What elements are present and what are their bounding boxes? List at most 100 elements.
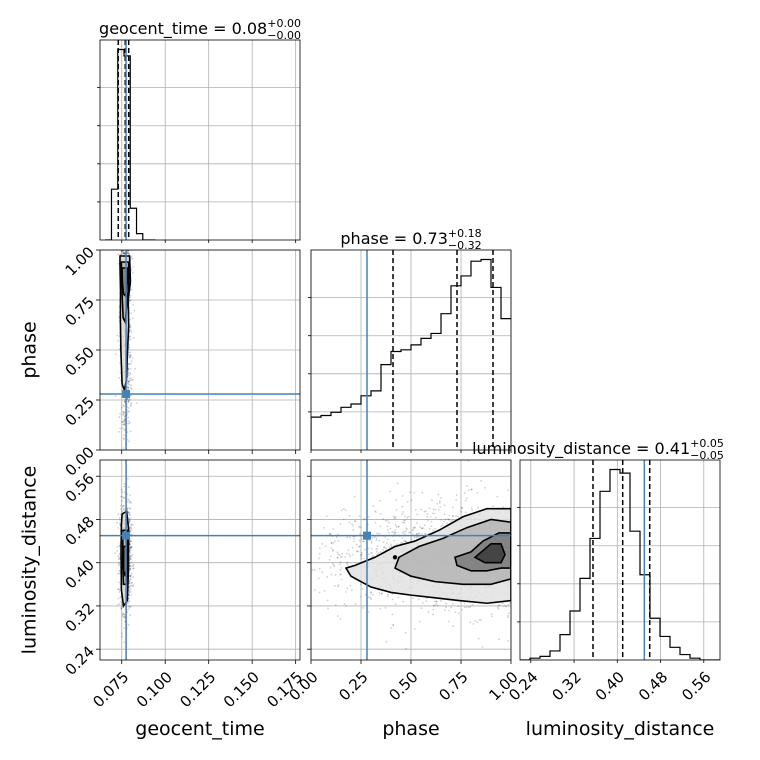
sample-point (363, 557, 365, 560)
sample-point (507, 604, 510, 606)
tick-label-x-luminosity_distance: 0.48 (635, 668, 671, 704)
sample-point (415, 533, 418, 536)
sample-point (117, 597, 120, 600)
sample-point (388, 546, 391, 548)
sample-point (318, 552, 321, 555)
sample-point (410, 499, 413, 502)
sample-point (127, 420, 130, 423)
sample-point (127, 605, 130, 608)
sample-point (426, 519, 429, 522)
sample-point (352, 529, 355, 532)
sample-point (122, 411, 125, 414)
sample-point (514, 575, 516, 577)
sample-point (421, 491, 424, 494)
sample-point (374, 510, 377, 513)
panel-frame (99, 39, 301, 241)
sample-point (517, 572, 519, 574)
sample-point (391, 613, 394, 616)
sample-point (370, 547, 373, 550)
sample-point (337, 553, 339, 556)
sample-point (122, 420, 125, 423)
sample-point (129, 494, 132, 497)
sample-point (318, 557, 320, 560)
sample-point (127, 386, 130, 389)
sample-point (402, 600, 405, 603)
sample-point (129, 507, 131, 510)
hist-panel-geocent_time: geocent_time = 0.08+0.00−0.00 (97, 17, 301, 243)
sample-point (378, 539, 380, 542)
sample-point (342, 508, 345, 510)
sample-point (513, 628, 515, 630)
sample-point (425, 600, 428, 602)
sample-point (324, 545, 327, 548)
sample-point (382, 548, 385, 551)
sample-point (132, 303, 134, 306)
sample-point (129, 575, 132, 577)
sample-point (496, 606, 499, 609)
sample-point (122, 438, 125, 441)
sample-point (460, 506, 463, 509)
sample-point (359, 595, 362, 598)
sample-point (128, 356, 131, 359)
sample-point (498, 604, 501, 607)
sample-point (127, 477, 129, 480)
sample-point (128, 519, 131, 521)
sample-point (436, 604, 439, 607)
sample-point (129, 614, 132, 617)
sample-point (353, 540, 356, 543)
sample-point (387, 595, 389, 598)
sample-point (344, 556, 347, 559)
histogram-step-luminosity_distance (520, 468, 720, 660)
sample-point (367, 515, 370, 518)
sample-point (370, 591, 373, 594)
sample-point (340, 573, 342, 576)
sample-point (476, 621, 479, 624)
tick-label-y-phase: 0.25 (62, 393, 98, 429)
density-fill (475, 543, 505, 563)
sample-point (403, 519, 406, 522)
sample-point (122, 507, 125, 510)
title-main: geocent_time = 0.08 (99, 19, 267, 39)
sample-point (358, 545, 361, 548)
sample-point (130, 558, 133, 560)
sample-point (414, 526, 416, 529)
sample-point (371, 536, 374, 539)
sample-point (122, 250, 125, 252)
sample-point (127, 388, 130, 390)
sample-point (517, 593, 519, 595)
sample-point (121, 251, 123, 253)
sample-point (129, 517, 132, 519)
sample-point (321, 571, 324, 573)
sample-point (322, 526, 325, 529)
panel-content (100, 460, 300, 660)
sample-point (337, 539, 340, 542)
sample-point (132, 563, 135, 566)
sample-point (129, 339, 131, 342)
sample-point (126, 438, 129, 441)
sample-point (129, 551, 132, 554)
sample-point (122, 410, 124, 413)
sample-point (384, 606, 387, 609)
axis-label-x-luminosity_distance: luminosity_distance (526, 718, 715, 740)
sample-point (129, 326, 132, 329)
sample-point (123, 485, 126, 488)
sample-point (331, 562, 334, 565)
sample-point (130, 555, 133, 558)
sample-point (127, 371, 130, 374)
sample-point (360, 555, 363, 558)
histogram-step-phase (311, 258, 511, 450)
sample-point (515, 563, 517, 565)
sample-point (514, 546, 516, 548)
tick-label-y-luminosity_distance: 0.32 (62, 599, 98, 635)
sample-point (406, 528, 409, 531)
sample-point (404, 631, 407, 634)
sample-point (127, 608, 130, 611)
sample-point (518, 599, 520, 601)
sample-point (120, 504, 122, 507)
sample-point (123, 483, 126, 485)
sample-point (130, 403, 132, 406)
sample-point (514, 558, 516, 560)
sample-point (392, 515, 395, 518)
sample-point (434, 516, 437, 519)
sample-point (129, 355, 132, 357)
